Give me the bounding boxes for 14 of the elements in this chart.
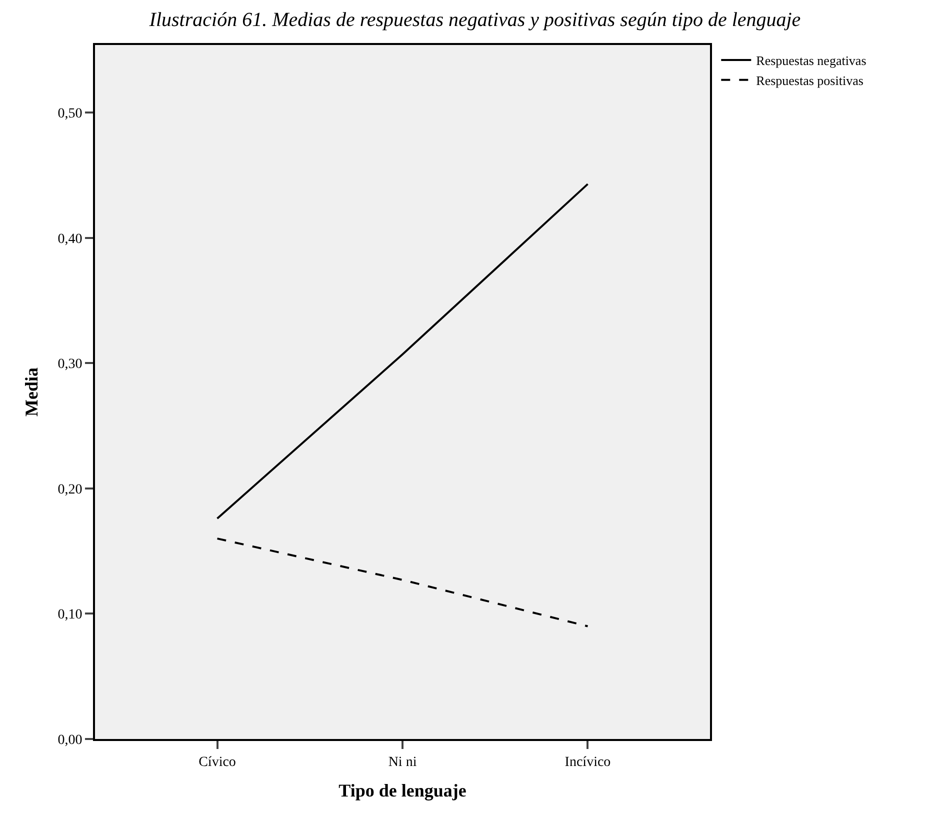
y-axis-title: Media: [21, 368, 42, 416]
y-tick-label: 0,10: [58, 608, 82, 623]
x-axis-title: Tipo de lenguaje: [338, 780, 466, 800]
legend-label: Respuestas positivas: [756, 72, 864, 88]
chart-title: Ilustración 61. Medias de respuestas negativas y positivas según tipo de lenguaje: [148, 9, 801, 32]
y-tick-label: 0,20: [58, 482, 82, 498]
legend-label: Respuestas negativas: [756, 53, 866, 68]
y-tick-label: 0,00: [58, 732, 82, 748]
y-tick-label: 0,30: [58, 357, 82, 372]
y-tick-label: 0,40: [58, 232, 82, 247]
x-tick-label: Cívico: [198, 754, 236, 770]
x-tick-label: Ni ni: [388, 754, 417, 770]
y-tick-label: 0,50: [58, 106, 82, 122]
x-tick-label: Incívico: [564, 754, 611, 770]
